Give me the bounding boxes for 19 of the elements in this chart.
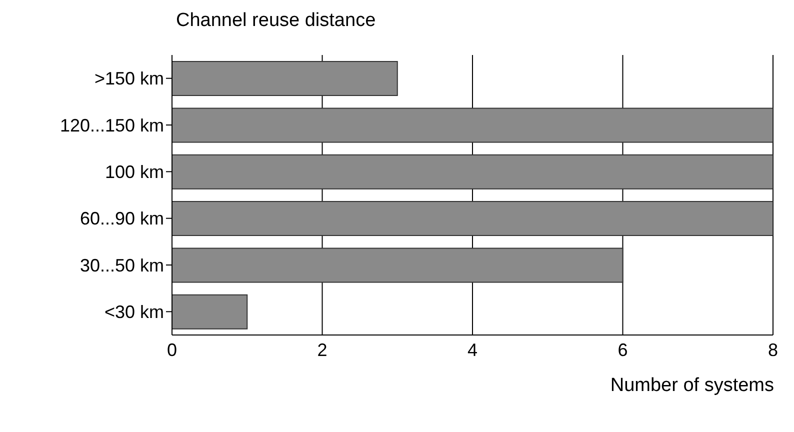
x-tick-label: 0 xyxy=(166,340,178,360)
bar xyxy=(172,61,398,96)
y-axis-title: Channel reuse distance xyxy=(176,10,376,32)
y-tick-label: 100 km xyxy=(104,162,164,182)
bar xyxy=(172,248,624,283)
y-tick-label: 60...90 km xyxy=(80,208,164,229)
bar xyxy=(172,154,773,190)
y-tick-label: <30 km xyxy=(104,302,164,322)
y-tick-label: 30...50 km xyxy=(80,255,164,276)
bar xyxy=(172,294,248,330)
x-tick-label: 2 xyxy=(317,340,328,360)
x-tick-label: 8 xyxy=(768,340,778,360)
bar xyxy=(172,108,773,143)
x-tick-label: 6 xyxy=(618,340,628,360)
y-tick-label: 120...150 km xyxy=(60,115,164,136)
x-axis-title: Number of systems xyxy=(610,375,774,397)
x-tick-label: 4 xyxy=(467,340,478,360)
bar xyxy=(172,201,773,236)
y-tick-label: >150 km xyxy=(94,68,164,89)
